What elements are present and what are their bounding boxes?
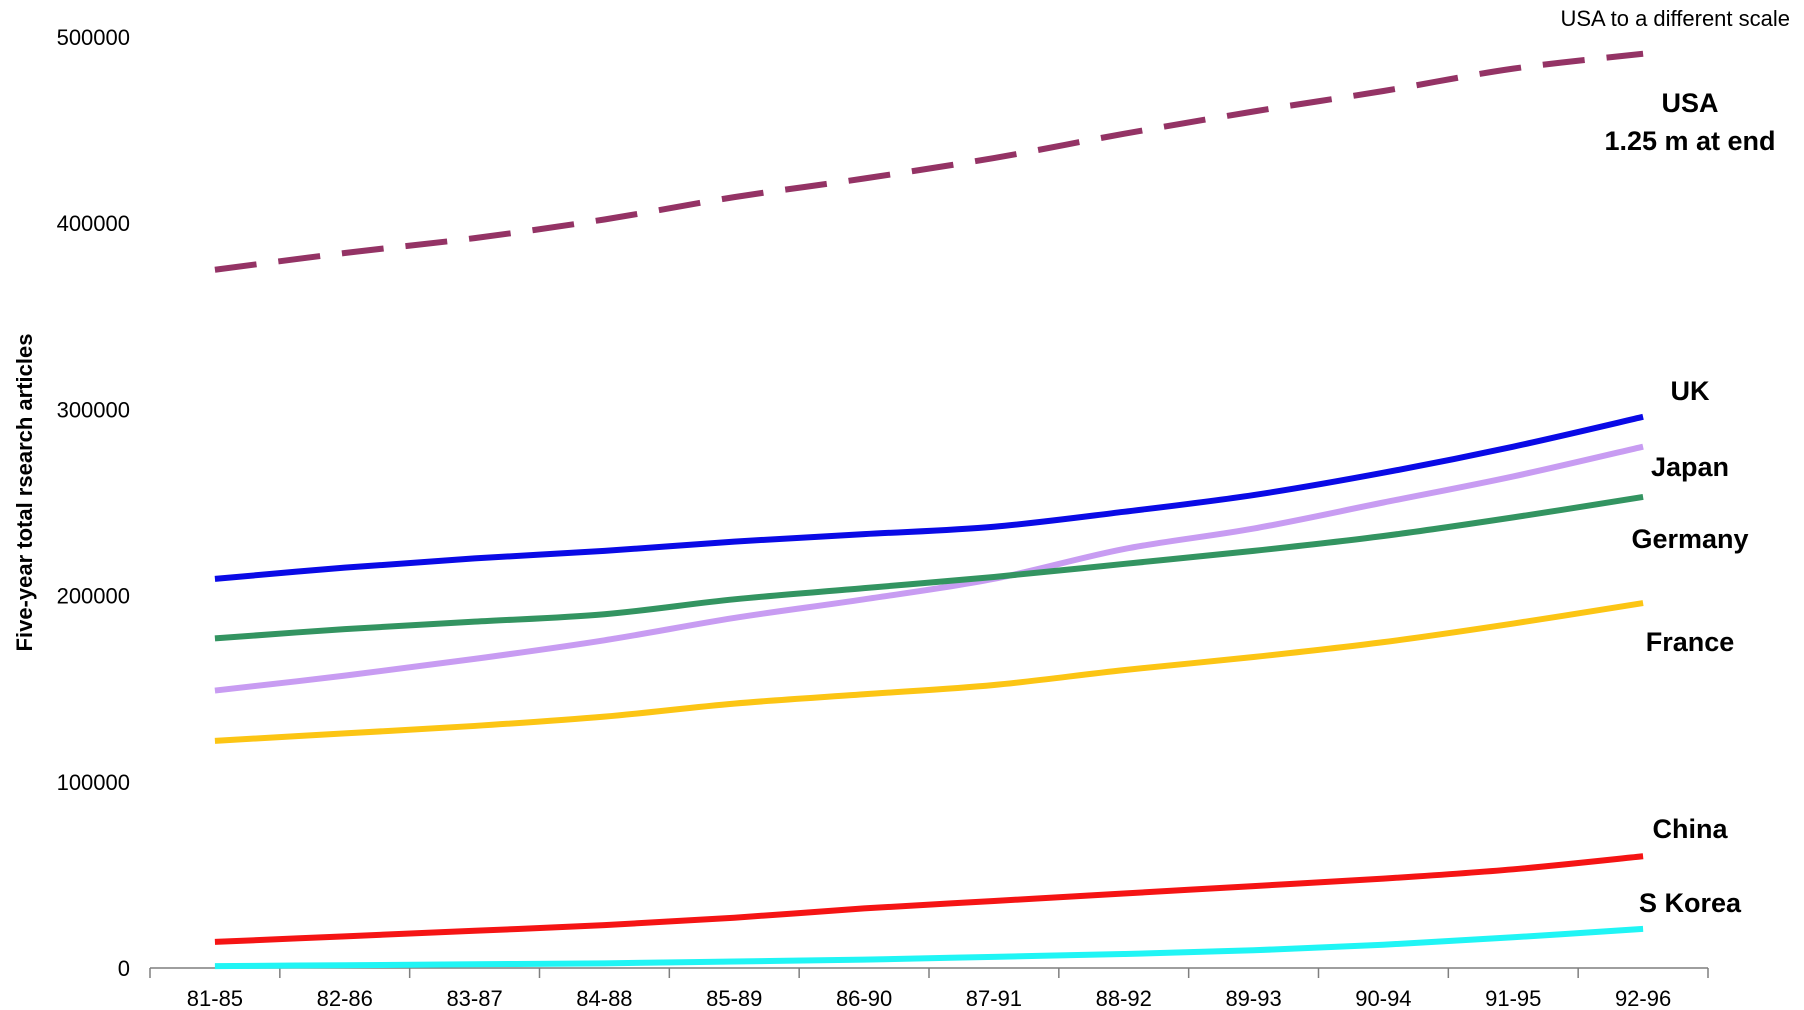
series-lines (214, 50, 1644, 970)
x-axis-ticks: 81-85 82-86 83-87 84-88 85-89 86-90 87-91 88-92… (149, 968, 1709, 1010)
series-label-s-korea: S Korea (1639, 888, 1742, 918)
x-tick-label: 86-90 (836, 986, 892, 1010)
x-tick-label: 88-92 (1096, 986, 1152, 1010)
scale-annotation: USA to a different scale (1560, 6, 1790, 31)
y-tick-label: 400000 (57, 211, 130, 236)
x-tick-label: 82-86 (317, 986, 373, 1010)
series-label-france: France (1646, 627, 1735, 657)
series-line-france (214, 600, 1644, 744)
x-tick-label: 87-91 (966, 986, 1022, 1010)
y-tick-label: 100000 (57, 770, 130, 795)
x-tick-label: 81-85 (187, 986, 243, 1010)
x-tick-label: 84-88 (576, 986, 632, 1010)
y-tick-label: 0 (118, 956, 130, 981)
y-axis-title: Five-year total rsearch articles (12, 334, 37, 652)
series-line-japan (214, 443, 1644, 694)
series-label-usa: USA (1661, 88, 1718, 118)
x-tick-label: 85-89 (706, 986, 762, 1010)
x-tick-label: 91-95 (1485, 986, 1541, 1010)
y-tick-label: 200000 (57, 584, 130, 609)
series-label-china: China (1652, 814, 1728, 844)
series-line-uk (214, 413, 1644, 582)
series-label-germany: Germany (1631, 524, 1748, 554)
x-tick-label: 92-96 (1615, 986, 1671, 1010)
series-label-uk: UK (1671, 376, 1710, 406)
series-line-germany (214, 493, 1644, 642)
series-labels: USA 1.25 m at end UK Japan Germany France Chin… (1604, 88, 1775, 918)
series-line-usa (214, 50, 1644, 273)
series-label-usa: 1.25 m at end (1604, 126, 1775, 156)
series-line-china (214, 853, 1644, 945)
x-tick-label: 89-93 (1225, 986, 1281, 1010)
y-axis-ticks: 0 100000 200000 300000 400000 500000 (57, 25, 130, 981)
x-tick-label: 90-94 (1355, 986, 1411, 1010)
y-tick-label: 300000 (57, 397, 130, 422)
series-line-s-korea (214, 925, 1644, 970)
y-tick-label: 500000 (57, 25, 130, 50)
x-tick-label: 83-87 (446, 986, 502, 1010)
series-label-japan: Japan (1651, 452, 1729, 482)
